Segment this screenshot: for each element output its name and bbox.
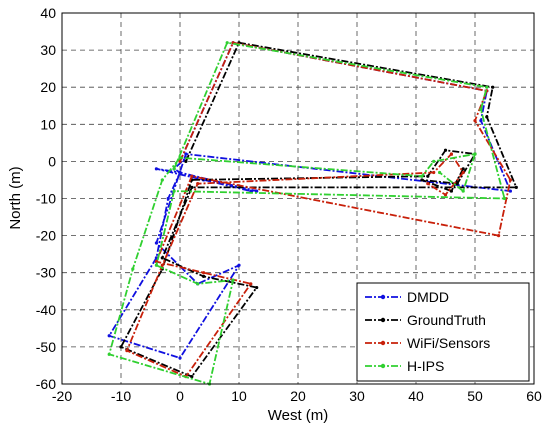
legend-label: WiFi/Sensors — [407, 335, 490, 351]
data-point — [184, 152, 188, 156]
data-point — [184, 159, 188, 163]
y-tick-label: 0 — [48, 153, 56, 169]
x-tick-label: 40 — [408, 388, 424, 404]
y-tick-label: -40 — [36, 302, 56, 318]
data-point — [131, 267, 135, 271]
data-point — [119, 345, 123, 349]
series-group — [107, 41, 518, 386]
data-point — [485, 85, 489, 89]
data-point — [172, 167, 176, 171]
legend-label: DMDD — [407, 289, 449, 305]
x-tick-label: -20 — [52, 388, 72, 404]
data-point — [491, 85, 495, 89]
data-point — [178, 156, 182, 160]
data-point — [497, 234, 501, 238]
data-point — [225, 41, 229, 45]
data-point — [249, 189, 253, 193]
data-point — [196, 182, 200, 186]
x-axis-title: West (m) — [268, 407, 329, 424]
legend-marker — [380, 363, 386, 369]
data-point — [443, 193, 448, 197]
legend-label: GroundTruth — [407, 312, 486, 328]
data-point — [473, 118, 477, 123]
data-point — [249, 282, 253, 286]
y-tick-label: 40 — [40, 5, 56, 21]
data-point — [202, 271, 206, 275]
data-point — [438, 170, 442, 175]
data-point — [237, 263, 241, 267]
data-point — [420, 174, 424, 178]
data-point — [432, 159, 436, 163]
data-point — [166, 196, 170, 201]
legend-label: H-IPS — [407, 358, 444, 374]
data-point — [160, 263, 164, 267]
x-tick-label: 10 — [231, 388, 247, 404]
data-point — [160, 178, 164, 182]
data-point — [190, 174, 194, 178]
data-point — [514, 185, 518, 189]
data-point — [461, 189, 465, 193]
data-point — [154, 263, 158, 267]
data-point — [455, 182, 459, 186]
data-point — [449, 189, 453, 193]
data-point — [508, 178, 512, 182]
y-tick-label: 20 — [40, 79, 56, 95]
data-point — [449, 152, 453, 156]
legend-marker — [380, 340, 386, 346]
x-tick-label: 30 — [349, 388, 365, 404]
y-axis-title: North (m) — [7, 166, 24, 229]
data-point — [461, 167, 465, 171]
ticks: -20 -10 0 10 20 30 40 50 60 -60 -50 -40 -30 -20 -10 0 10… — [36, 5, 542, 404]
y-tick-label: -10 — [36, 191, 56, 207]
series-line — [120, 41, 518, 378]
y-tick-label: 30 — [40, 42, 56, 58]
data-point — [178, 356, 182, 360]
data-point — [255, 285, 259, 290]
x-tick-label: 60 — [526, 388, 542, 404]
data-point — [432, 170, 436, 175]
data-point — [107, 334, 111, 338]
legend: DMDD GroundTruth WiFi/Sensors H-IPS — [356, 282, 530, 382]
data-point — [154, 241, 158, 245]
data-point — [479, 107, 483, 112]
plot-frame — [61, 12, 535, 385]
data-point — [178, 159, 182, 163]
data-point — [508, 189, 512, 193]
x-tick-label: -10 — [111, 388, 131, 404]
data-point — [502, 196, 507, 201]
data-point — [107, 352, 111, 356]
data-point — [202, 274, 206, 279]
y-tick-label: -30 — [36, 265, 56, 281]
data-point — [231, 278, 235, 282]
data-point — [196, 282, 200, 286]
y-tick-label: -20 — [36, 228, 56, 244]
x-tick-label: 20 — [290, 388, 306, 404]
legend-marker — [380, 317, 386, 323]
x-tick-label: 50 — [467, 388, 483, 404]
data-point — [160, 256, 164, 260]
y-tick-label: -50 — [36, 339, 56, 355]
y-tick-label: 10 — [40, 116, 56, 132]
y-tick-label: -60 — [36, 376, 56, 392]
data-point — [485, 115, 489, 119]
x-tick-label: 0 — [176, 388, 184, 404]
data-point — [426, 182, 430, 186]
data-point — [461, 170, 465, 175]
data-point — [190, 185, 194, 189]
data-point — [426, 174, 430, 178]
data-point — [255, 189, 259, 193]
data-point — [443, 148, 448, 152]
data-point — [420, 178, 424, 182]
data-point — [172, 189, 176, 193]
data-point — [190, 374, 194, 379]
data-point — [479, 118, 483, 123]
data-point — [154, 167, 158, 171]
data-point — [178, 170, 182, 175]
data-point — [473, 152, 477, 156]
legend-marker — [380, 294, 386, 300]
legend-box — [356, 282, 530, 382]
data-point — [125, 349, 129, 353]
